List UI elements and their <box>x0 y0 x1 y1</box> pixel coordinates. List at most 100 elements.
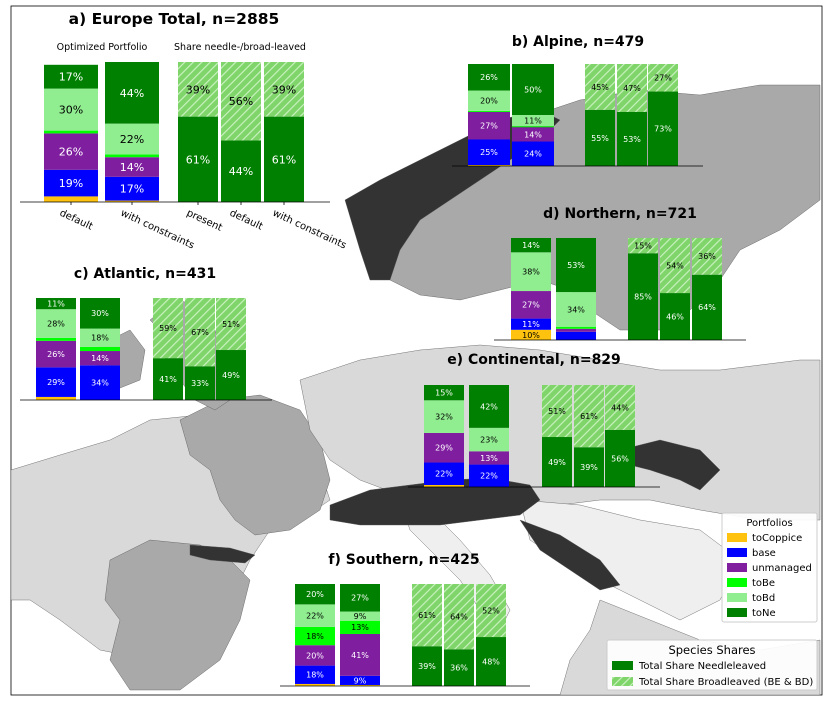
legend-label-base: base <box>752 548 776 559</box>
data-label: 13% <box>480 454 498 463</box>
data-label: 28% <box>47 319 65 328</box>
bar-segment-needleleaved <box>185 366 215 400</box>
bar-segment-unmanaged <box>424 432 464 463</box>
species-bar: 36% 64% <box>444 584 474 686</box>
bar-segment-base <box>556 331 596 340</box>
bar-segment-needleleaved <box>605 429 635 487</box>
panel-title-a: a) Europe Total, n=2885 <box>69 10 280 28</box>
bar-segment-broadleaved <box>574 385 604 448</box>
species-legend-title: Species Shares <box>668 643 755 657</box>
bar-segment-needleleaved <box>648 91 678 166</box>
bar-segment-toBd <box>44 88 98 131</box>
data-label: 20% <box>480 97 498 106</box>
data-label: 26% <box>59 146 83 159</box>
panel-f: f) Southern, n=425 18% 20% 18% 22% 20% 9% 41% 13… <box>280 552 530 687</box>
species-bar: 33% 67% <box>185 298 215 400</box>
panel-d: d) Northern, n=721 10% 11% 27% 38% 14% 34% 53% 8… <box>494 206 746 341</box>
bar-segment-base <box>512 141 554 166</box>
data-label: 34% <box>91 379 109 388</box>
bar-segment-unmanaged <box>512 127 554 142</box>
data-label: 61% <box>418 611 436 620</box>
data-label: 22% <box>306 612 324 621</box>
data-label: 22% <box>480 472 498 481</box>
data-label: 29% <box>47 378 65 387</box>
bar-segment-base <box>44 169 98 197</box>
bar-segment-toBe <box>556 326 596 329</box>
data-label: 45% <box>591 83 609 92</box>
data-label: 48% <box>482 657 500 666</box>
species-legend: Species Shares Total Share Needleleaved … <box>606 639 818 691</box>
data-label: 53% <box>623 135 641 144</box>
legend-label-toCoppice: toCoppice <box>752 533 802 544</box>
portfolio-bar: 34% 14% 18% 30% <box>80 298 120 400</box>
panel-title-f: f) Southern, n=425 <box>328 552 479 568</box>
panel-title-e: e) Continental, n=829 <box>447 352 621 368</box>
legend-swatch-toNe <box>727 608 747 617</box>
data-label: 56% <box>229 95 253 108</box>
legend-broad-swatch <box>612 677 633 686</box>
panel-title-c: c) Atlantic, n=431 <box>74 266 216 282</box>
bar-segment-toCoppice <box>468 164 510 166</box>
bar-segment-base <box>36 367 76 397</box>
data-label: 30% <box>91 309 109 318</box>
species-bar: 41% 59% <box>153 298 183 400</box>
panel-c: c) Atlantic, n=43129%26%28%11%34%14%18%3… <box>20 266 272 401</box>
bar-segment-base <box>80 365 120 400</box>
bar-segment-base <box>469 464 509 487</box>
data-label: 30% <box>59 104 83 117</box>
data-label: 61% <box>272 153 296 166</box>
bar-segment-needleleaved <box>221 140 261 202</box>
bar-segment-toNe <box>80 298 120 329</box>
species-bar: 44% 56% <box>221 62 261 202</box>
bar-segment-needleleaved <box>692 274 722 340</box>
species-bar: 49% 51% <box>542 385 572 487</box>
bar-segment-toCoppice <box>424 484 464 487</box>
species-bar: 53% 47% <box>617 64 647 166</box>
bar-segment-broadleaved <box>444 584 474 650</box>
data-label: 44% <box>120 87 144 100</box>
data-label: 32% <box>435 413 453 422</box>
data-label: 51% <box>548 407 566 416</box>
panel-subtitle: Share needle-/broad-leaved <box>174 42 306 53</box>
data-label: 27% <box>351 594 369 603</box>
data-label: 11% <box>522 320 540 329</box>
legend-label-toBe: toBe <box>752 578 775 589</box>
data-label: 59% <box>159 324 177 333</box>
data-label: 29% <box>435 444 453 453</box>
bar-segment-unmanaged <box>340 633 380 676</box>
data-label: 85% <box>634 293 652 302</box>
data-label: 39% <box>186 83 210 96</box>
data-label: 26% <box>480 73 498 82</box>
species-bar: 85% 15% <box>628 238 658 340</box>
bar-segment-toBd <box>511 252 551 292</box>
bar-segment-needleleaved <box>628 253 658 340</box>
data-label: 17% <box>120 183 144 196</box>
species-bar: 56% 44% <box>605 385 635 487</box>
bar-segment-unmanaged <box>468 111 510 140</box>
legend-swatch-toBd <box>727 593 747 602</box>
portfolio-bar: 34% 53% <box>556 238 596 340</box>
data-label: 13% <box>351 623 369 632</box>
bar-segment-toBe <box>105 154 159 158</box>
legend-broad-label: Total Share Broadleaved (BE & BD) <box>638 677 813 688</box>
data-label: 9% <box>354 612 367 621</box>
data-label: 52% <box>482 606 500 615</box>
data-label: 14% <box>522 241 540 250</box>
data-label: 64% <box>450 613 468 622</box>
species-bar: 64% 36% <box>692 238 722 340</box>
data-label: 18% <box>91 334 109 343</box>
bar-segment-toNe <box>44 64 98 89</box>
bar-segment-broadleaved <box>476 584 506 638</box>
data-label: 27% <box>522 301 540 310</box>
data-label: 39% <box>418 662 436 671</box>
data-label: 44% <box>229 165 253 178</box>
portfolio-bar: 17% 14% 22% 44% <box>105 62 159 202</box>
data-label: 27% <box>480 122 498 131</box>
bar-segment-unmanaged <box>469 451 509 465</box>
data-label: 27% <box>654 74 672 83</box>
bar-segment-needleleaved <box>264 116 304 202</box>
panel-b: b) Alpine, n=479 25% 27% 20% 26% 24% 14% 11% 50%… <box>452 34 703 167</box>
bar-segment-toNe <box>511 238 551 253</box>
bar-segment-toBe <box>44 130 98 134</box>
bar-segment-broadleaved <box>412 584 442 647</box>
